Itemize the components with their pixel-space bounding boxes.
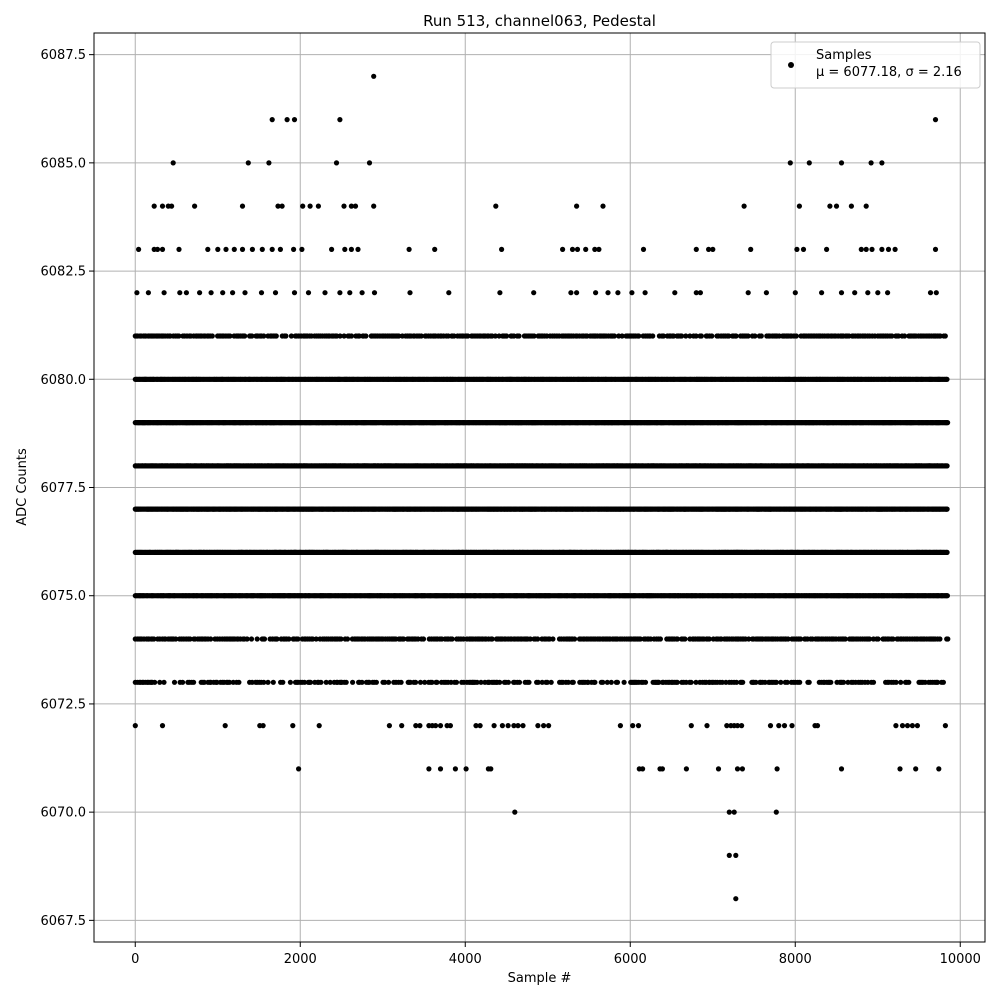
data-point (271, 680, 276, 685)
data-point (374, 680, 379, 685)
data-point (740, 680, 745, 685)
data-point (937, 636, 942, 641)
data-point (675, 680, 680, 685)
data-point (807, 680, 812, 685)
data-point (344, 680, 349, 685)
data-point (572, 636, 577, 641)
data-point (280, 680, 285, 685)
data-point (318, 680, 323, 685)
data-point (249, 636, 254, 641)
data-point (506, 680, 511, 685)
data-point (945, 463, 950, 468)
data-point (615, 680, 620, 685)
data-point (454, 680, 459, 685)
data-point (945, 636, 950, 641)
data-point (255, 636, 260, 641)
data-point (180, 680, 185, 685)
data-point (894, 680, 899, 685)
data-point (600, 680, 605, 685)
data-point (828, 680, 833, 685)
data-point (876, 636, 881, 641)
data-point (152, 680, 157, 685)
data-point (517, 680, 522, 685)
data-point (609, 680, 614, 685)
data-point (236, 680, 241, 685)
data-point (350, 680, 355, 685)
data-point (945, 507, 950, 512)
data-point (434, 680, 439, 685)
data-point (265, 680, 270, 685)
data-point (906, 680, 911, 685)
data-point (689, 680, 694, 685)
data-point (262, 636, 267, 641)
data-point (550, 636, 555, 641)
data-point (450, 636, 455, 641)
data-point (571, 680, 576, 685)
data-point (161, 680, 166, 685)
data-point (191, 680, 196, 685)
data-point (549, 680, 554, 685)
data-point (643, 680, 648, 685)
data-point (871, 680, 876, 685)
data-point (288, 680, 293, 685)
data-point (386, 680, 391, 685)
data-point (622, 680, 627, 685)
data-point (945, 550, 950, 555)
data-point (945, 593, 950, 598)
data-point (941, 680, 946, 685)
data-point (526, 680, 531, 685)
data-point (592, 680, 597, 685)
data-point (172, 680, 177, 685)
data-point (778, 680, 783, 685)
data-point (682, 636, 687, 641)
data-point (658, 636, 663, 641)
data-point (345, 636, 350, 641)
data-point (421, 636, 426, 641)
data-point (413, 680, 418, 685)
data-point (497, 680, 502, 685)
data-point (399, 680, 404, 685)
data-point (295, 636, 300, 641)
data-point (797, 680, 802, 685)
data-point (898, 680, 903, 685)
